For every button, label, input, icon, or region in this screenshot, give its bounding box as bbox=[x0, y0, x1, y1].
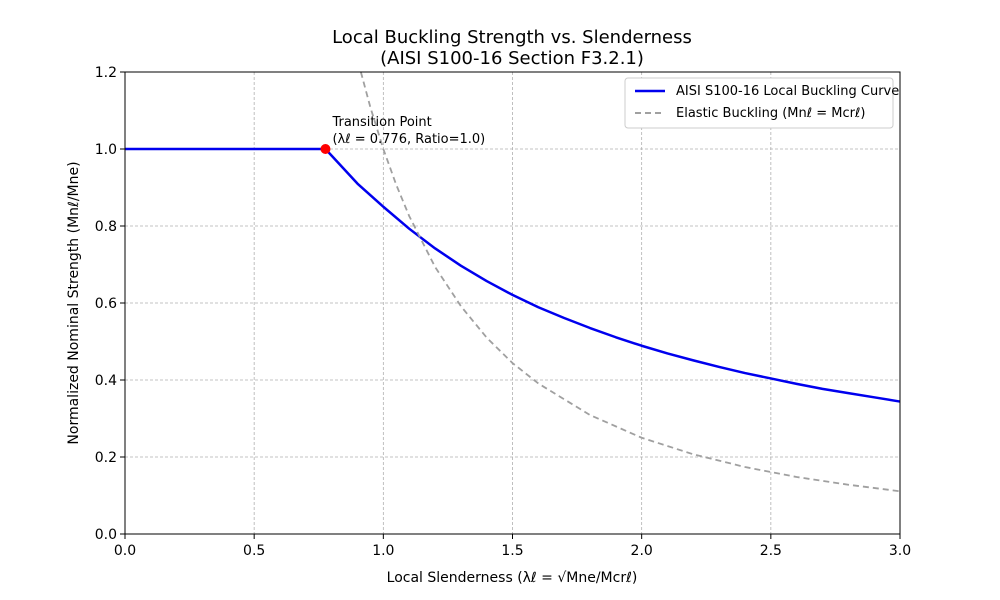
series-local-buckling-curve bbox=[125, 147, 901, 403]
legend-label-curve: AISI S100-16 Local Buckling Curve bbox=[676, 84, 899, 99]
transition-point-marker bbox=[320, 144, 331, 154]
x-axis-label: Local Slenderness (λℓ = √Mne/Mcrℓ) bbox=[387, 570, 638, 586]
series-layer bbox=[125, 71, 901, 493]
chart-subtitle: (AISI S100-16 Section F3.2.1) bbox=[380, 48, 644, 69]
x-tick-label: 1.5 bbox=[501, 543, 523, 559]
series-elastic-buckling bbox=[359, 71, 901, 493]
annotation-label: Transition Point bbox=[331, 115, 431, 130]
ticks: 0.0 0.5 1.0 1.5 2.0 2.5 3.0 0.0 0.2 0.4 0.6 0.8 1.0 1… bbox=[95, 65, 911, 559]
x-tick-label: 0.5 bbox=[243, 543, 265, 559]
annotation-layer: Transition Point (λℓ = 0.776, Ratio=1.0) bbox=[320, 115, 485, 154]
legend-label-elastic: Elastic Buckling (Mnℓ = Mcrℓ) bbox=[676, 106, 865, 121]
legend-box bbox=[624, 77, 894, 129]
y-tick-label: 0.8 bbox=[95, 219, 117, 235]
grid bbox=[124, 71, 901, 535]
y-tick-label: 0.2 bbox=[95, 450, 117, 466]
x-tick-label: 2.5 bbox=[760, 543, 782, 559]
x-tick-label: 1.0 bbox=[372, 543, 394, 559]
y-tick-label: 1.2 bbox=[95, 65, 117, 81]
x-tick-label: 2.0 bbox=[631, 543, 653, 559]
y-tick-label: 1.0 bbox=[95, 142, 117, 158]
x-tick-label: 3.0 bbox=[889, 543, 911, 559]
chart-title: Local Buckling Strength vs. Slenderness bbox=[332, 27, 692, 48]
y-tick-label: 0.4 bbox=[95, 373, 117, 389]
y-axis-label: Normalized Nominal Strength (Mnℓ/Mne) bbox=[66, 161, 82, 444]
y-tick-label: 0.6 bbox=[95, 296, 117, 312]
annotation-values: (λℓ = 0.776, Ratio=1.0) bbox=[332, 132, 485, 147]
x-tick-label: 0.0 bbox=[114, 543, 136, 559]
y-tick-label: 0.0 bbox=[95, 527, 117, 543]
legend: AISI S100-16 Local Buckling Curve Elasti… bbox=[624, 77, 899, 129]
